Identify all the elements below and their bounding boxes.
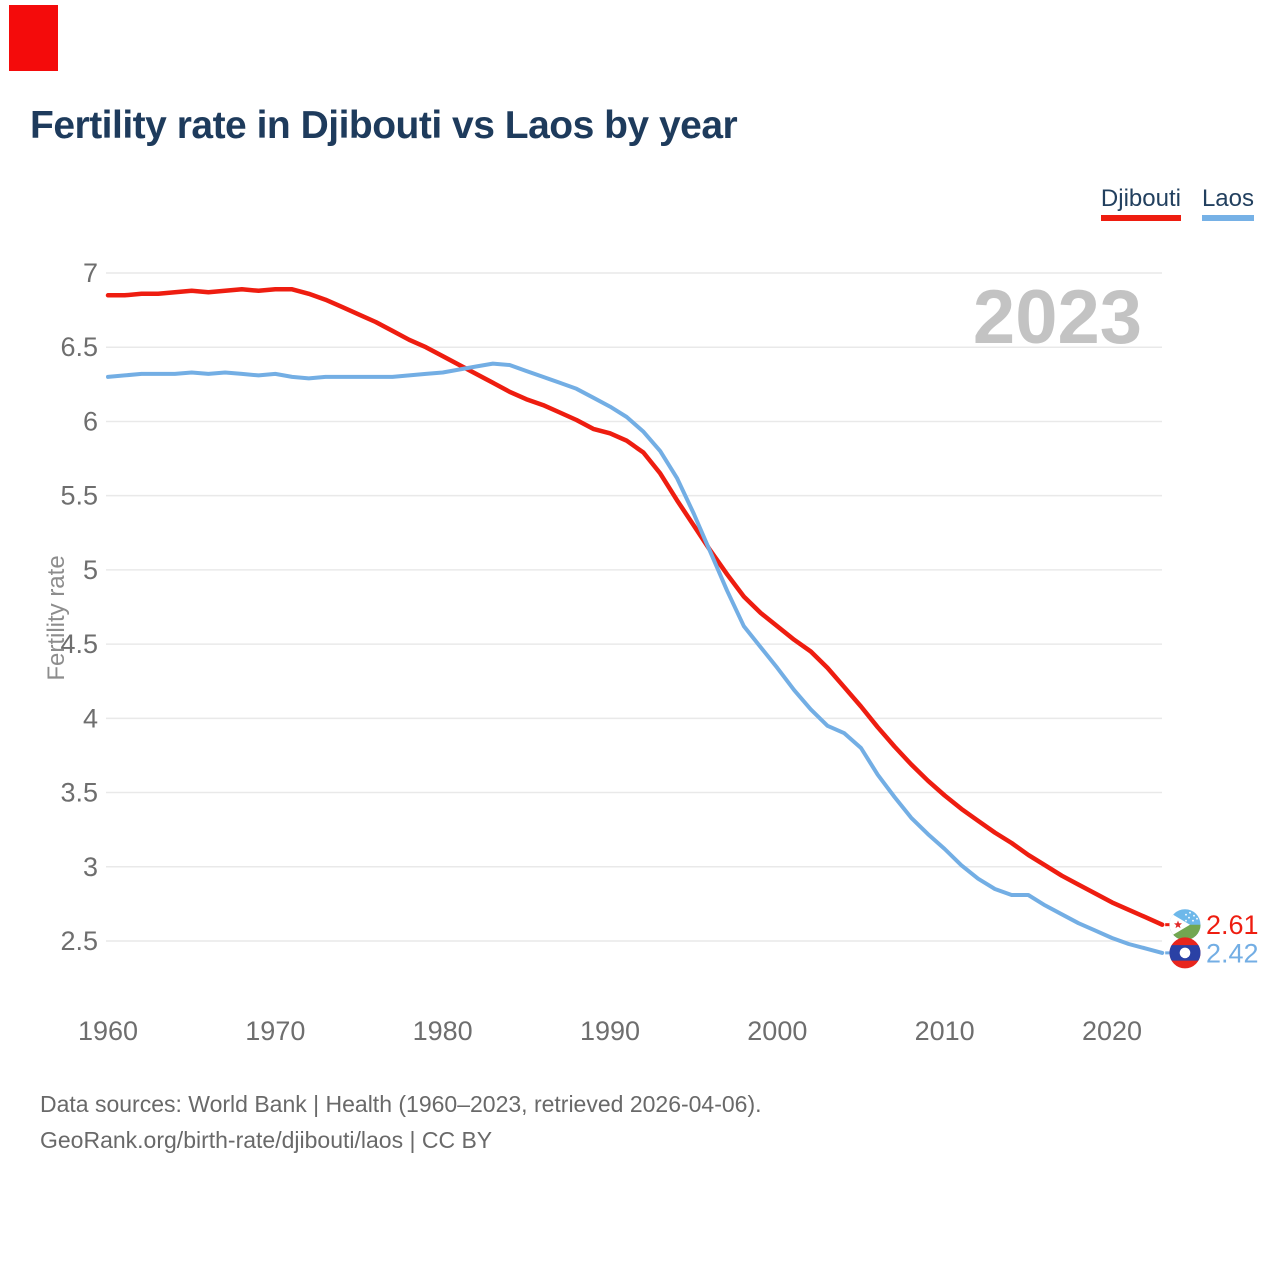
y-tick-label: 6 <box>83 406 98 436</box>
x-tick-label: 1990 <box>580 1016 640 1046</box>
x-tick-label: 1960 <box>78 1016 138 1046</box>
legend: Djibouti Laos <box>1100 185 1254 222</box>
y-tick-label: 5.5 <box>60 481 98 511</box>
y-tick-label: 7 <box>83 258 98 288</box>
y-tick-label: 3 <box>83 852 98 882</box>
djibouti-end-value: 2.61 <box>1206 910 1259 940</box>
chart-dynamic-layer: 7 6.5 6 5.5 5 4.5 4 3.5 3 2.5 1960 1970 1980 1990 2000… <box>60 258 1170 1046</box>
y-axis-title: Fertility rate <box>43 555 70 681</box>
footer-sources: Data sources: World Bank | Health (1960–… <box>40 1091 762 1117</box>
x-tick-label: 1970 <box>245 1016 305 1046</box>
y-tick-label: 2.5 <box>60 926 98 956</box>
y-tick-label: 3.5 <box>60 778 98 808</box>
page-title: Fertility rate in Djibouti vs Laos by ye… <box>30 104 738 147</box>
recording-indicator <box>9 5 58 71</box>
series-line-laos <box>106 361 1165 955</box>
legend-item-djibouti[interactable]: Djibouti <box>1100 185 1181 222</box>
y-tick-label: 6.5 <box>60 332 98 362</box>
laos-flag-icon <box>1169 937 1201 969</box>
y-tick-label: 4 <box>83 703 98 733</box>
x-tick-label: 2020 <box>1082 1016 1142 1046</box>
footer-attribution: GeoRank.org/birth-rate/djibouti/laos | C… <box>40 1127 493 1153</box>
watermark-year: 2023 <box>972 275 1142 360</box>
y-tick-label: 4.5 <box>60 629 98 659</box>
x-tick-label: 2010 <box>915 1016 975 1046</box>
x-tick-label: 1980 <box>413 1016 473 1046</box>
djibouti-flag-icon <box>1169 909 1201 941</box>
series-line-djibouti <box>105 287 1165 927</box>
legend-item-laos[interactable]: Laos <box>1201 185 1254 222</box>
laos-end-value: 2.42 <box>1206 938 1259 968</box>
y-tick-label: 5 <box>83 555 98 585</box>
x-tick-label: 2000 <box>747 1016 807 1046</box>
